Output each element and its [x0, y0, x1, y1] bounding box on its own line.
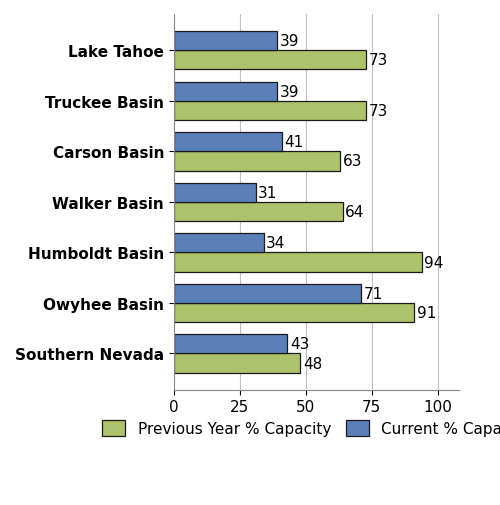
- Bar: [174, 133, 282, 152]
- Bar: [174, 284, 361, 304]
- Bar: [174, 82, 276, 102]
- Text: 73: 73: [369, 104, 388, 119]
- Bar: [174, 335, 288, 354]
- Text: 31: 31: [258, 185, 278, 200]
- Text: 39: 39: [280, 34, 299, 49]
- Text: 39: 39: [280, 84, 299, 99]
- Bar: [174, 253, 422, 272]
- Bar: [174, 354, 300, 373]
- Bar: [174, 183, 256, 203]
- Bar: [174, 32, 276, 51]
- Text: 71: 71: [364, 286, 383, 301]
- Legend: Previous Year % Capacity, Current % Capacity: Previous Year % Capacity, Current % Capa…: [96, 414, 500, 442]
- Text: 73: 73: [369, 54, 388, 68]
- Text: 41: 41: [284, 135, 304, 150]
- Text: 43: 43: [290, 337, 310, 351]
- Text: 34: 34: [266, 236, 285, 251]
- Bar: [174, 304, 414, 323]
- Text: 64: 64: [346, 205, 364, 220]
- Text: 48: 48: [303, 356, 322, 371]
- Bar: [174, 203, 342, 222]
- Text: 91: 91: [416, 306, 436, 320]
- Bar: [174, 51, 366, 70]
- Text: 94: 94: [424, 255, 444, 270]
- Text: 63: 63: [342, 154, 362, 169]
- Bar: [174, 234, 264, 253]
- Bar: [174, 102, 366, 121]
- Bar: [174, 152, 340, 171]
